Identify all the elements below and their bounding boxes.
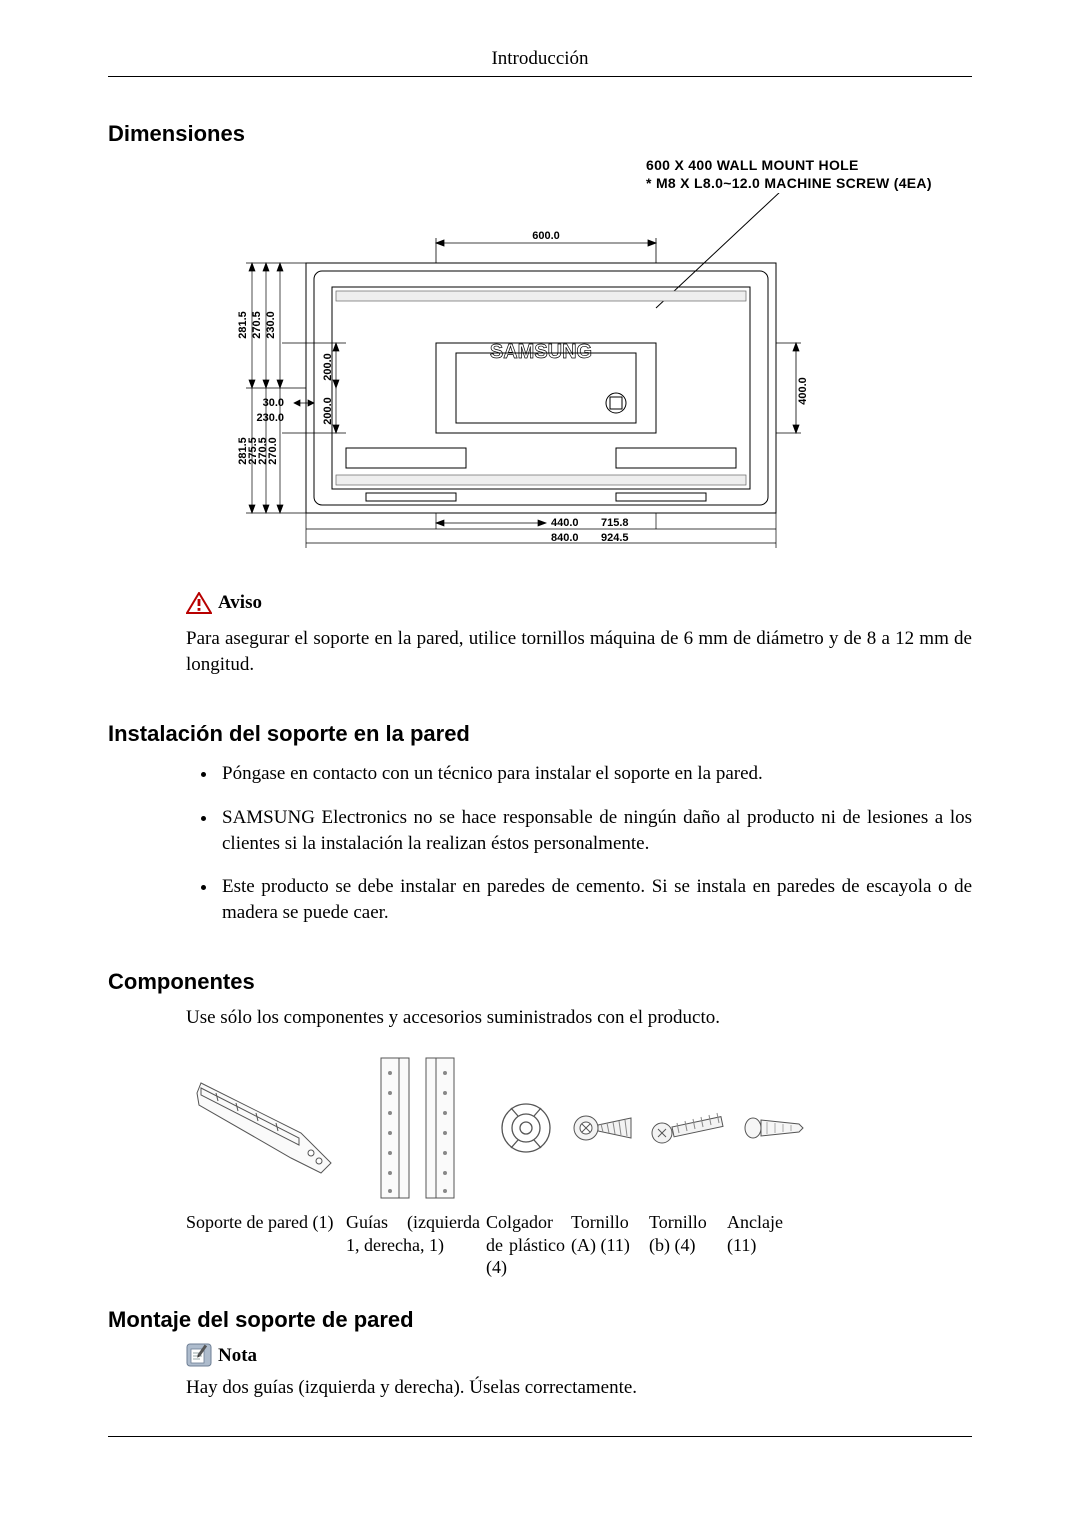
section-title-components: Componentes [108, 969, 972, 995]
comp-cap-3: Colgador de plásti­co (4) [486, 1211, 571, 1279]
aviso-row: Aviso [186, 592, 972, 614]
page: Introducción Dimensiones 600 X 400 WALL … [0, 0, 1080, 1527]
dim-230b: 230.0 [256, 412, 284, 424]
comp-img-bracket [186, 1053, 346, 1203]
install-bullets: Póngase en contacto con un técnico para … [218, 761, 972, 925]
install-bullet: Póngase en contacto con un técnico para … [218, 761, 972, 787]
comp-cap-6: Anclaje (11) [727, 1211, 807, 1279]
aviso-text: Para asegurar el soporte en la pared, ut… [186, 626, 972, 677]
dimensions-figure: 600 X 400 WALL MOUNT HOLE * M8 X L8.0~12… [186, 157, 972, 578]
comp-img-screw-a [566, 1053, 646, 1203]
install-bullet: Este producto se debe instalar en parede… [218, 874, 972, 925]
dim-left-230: 230.0 [265, 311, 277, 339]
aviso-label: Aviso [218, 592, 262, 614]
comp-cap-4: Tornillo (A) (11) [571, 1211, 649, 1279]
comp-cap-1: Soporte de pared (1) [186, 1211, 346, 1279]
nota-text: Hay dos guías (izquierda y derecha). Úse… [186, 1375, 972, 1401]
footer-rule [108, 1436, 972, 1437]
nota-label: Nota [218, 1345, 257, 1367]
dim-840: 840.0 [551, 532, 579, 544]
comp-cap-2: Guías (izquierda 1, derecha, 1) [346, 1211, 486, 1279]
dim-left-270-0: 270.0 [267, 437, 279, 465]
dim-callout-2: * M8 X L8.0~12.0 MACHINE SCREW (4EA) [646, 175, 972, 191]
dim-right-400: 400.0 [797, 377, 809, 405]
nota-row: Nota [186, 1343, 972, 1367]
section-title-dimensions: Dimensiones [108, 121, 972, 147]
dim-7158: 715.8 [601, 517, 629, 529]
section-title-mount: Montaje del soporte de pared [108, 1307, 972, 1333]
brand-text: SAMSUNG [490, 341, 592, 363]
dimensions-svg: SAMSUNG 600.0 [186, 193, 906, 573]
section-title-install: Instalación del soporte en la pared [108, 721, 972, 747]
comp-img-anchor [736, 1053, 816, 1203]
dim-inner-200b: 200.0 [322, 397, 334, 425]
install-bullet: SAMSUNG Electronics no se hace responsab… [218, 805, 972, 856]
dim-left-270a: 270.5 [251, 311, 263, 339]
dim-30: 30.0 [263, 397, 284, 409]
dim-top-600: 600.0 [532, 230, 560, 242]
comp-img-screw-b [646, 1053, 736, 1203]
dim-inner-200a: 200.0 [322, 353, 334, 381]
components-figure: Soporte de pared (1) Guías (izquierda 1,… [108, 1053, 972, 1279]
dim-9245: 924.5 [601, 532, 629, 544]
comp-cap-5: Tornillo (b) (4) [649, 1211, 727, 1279]
comp-img-guides [346, 1053, 486, 1203]
components-intro: Use sólo los componentes y accesorios su… [186, 1005, 972, 1031]
header-rule [108, 76, 972, 77]
page-header: Introducción [108, 48, 972, 76]
comp-img-hanger [486, 1053, 566, 1203]
dim-callout-1: 600 X 400 WALL MOUNT HOLE [646, 157, 972, 173]
note-icon [186, 1343, 212, 1367]
warning-icon [186, 592, 212, 614]
dim-left-281a: 281.5 [237, 311, 249, 339]
dim-440: 440.0 [551, 517, 579, 529]
